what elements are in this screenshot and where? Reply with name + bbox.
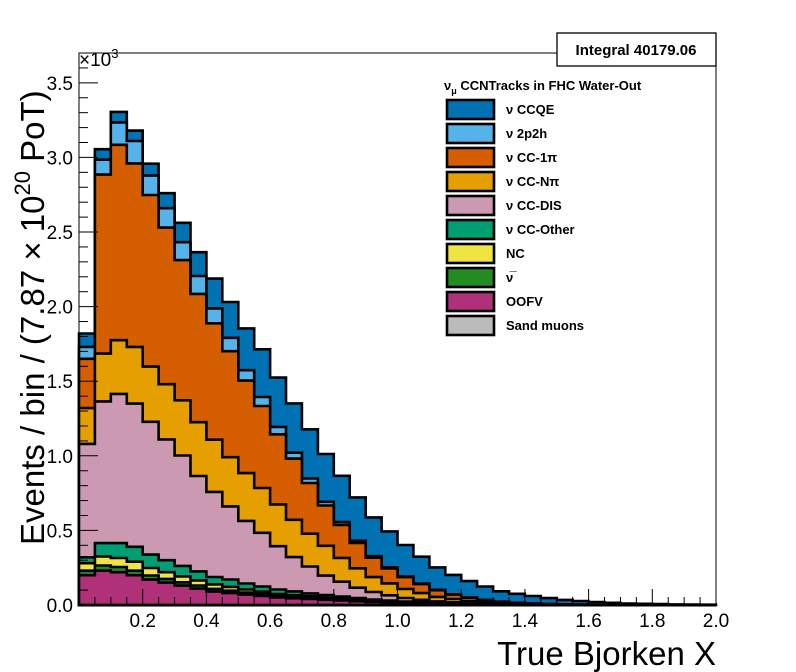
legend: νμ CCNTracks in FHC Water-Out ν CCQE ν 2p… <box>444 78 642 337</box>
y-tick-label: 2.5 <box>47 223 73 244</box>
legend-title: νμ CCNTracks in FHC Water-Out <box>444 78 642 96</box>
legend-title-sub: μ <box>451 86 457 96</box>
x-tick-label: 0.2 <box>129 611 155 632</box>
y-multiplier: ×103 <box>79 46 118 71</box>
y-tick-label: 0.0 <box>47 596 73 617</box>
histogram-layers <box>77 110 718 607</box>
legend-swatch <box>445 194 496 217</box>
y-multiplier-base: ×10 <box>79 50 111 71</box>
legend-label: ν CC-Other <box>506 222 575 237</box>
legend-label: ν̅ <box>506 270 517 285</box>
stats-box-frame <box>556 32 717 67</box>
legend-swatch <box>445 242 496 265</box>
y-tick-label: 1.0 <box>47 447 73 468</box>
stats-integral: Integral 40179.06 <box>576 42 697 59</box>
legend-label: Sand muons <box>506 318 584 333</box>
y-axis-title-main: Events / bin / (7.87 × 10 <box>14 196 51 545</box>
x-tick-label: 1.4 <box>512 611 539 632</box>
legend-label: ν CC-Nπ <box>506 174 559 189</box>
legend-swatch <box>445 218 496 241</box>
legend-swatch <box>445 314 496 337</box>
y-tick-label: 2.0 <box>47 298 73 319</box>
legend-label: NC <box>506 246 525 261</box>
y-tick-label: 3.0 <box>47 148 73 169</box>
stats-integral-label: Integral <box>576 42 630 59</box>
legend-label: OOFV <box>506 294 543 309</box>
legend-entries: ν CCQE ν 2p2h ν CC-1π ν CC-Nπ ν CC-DIS ν CC-O… <box>445 98 584 337</box>
x-axis-title: True Bjorken X <box>497 635 716 672</box>
x-tick-label: 1.8 <box>639 611 665 632</box>
legend-label: ν CC-DIS <box>506 198 562 213</box>
stats-integral-value: 40179.06 <box>634 42 697 59</box>
x-tick-label: 0.4 <box>193 611 220 632</box>
x-tick-label: 1.6 <box>575 611 601 632</box>
legend-swatch <box>445 266 496 289</box>
x-tick-label: 1.0 <box>384 611 410 632</box>
legend-swatch <box>445 98 496 121</box>
y-axis-title: Events / bin / (7.87 × 1020 PoT) <box>10 90 51 545</box>
axes: 0.2 0.4 0.6 0.8 1.0 1.2 1.4 1.6 1.8 2.0 0.0 0.5 1.0 1… <box>47 67 729 632</box>
x-tick-label: 1.2 <box>448 611 474 632</box>
y-axis-title-end: PoT) <box>14 90 51 171</box>
legend-swatch <box>445 146 496 169</box>
x-tick-label: 0.6 <box>257 611 283 632</box>
legend-swatch <box>445 290 496 313</box>
legend-swatch <box>445 122 496 145</box>
stats-box: Integral 40179.06 <box>556 32 717 67</box>
legend-swatch <box>445 170 496 193</box>
y-multiplier-exp: 3 <box>111 46 118 61</box>
legend-title-nu: ν <box>444 78 451 93</box>
legend-title-rest: CCNTracks in FHC Water-Out <box>457 78 642 93</box>
legend-label: ν CCQE <box>506 102 555 117</box>
x-tick-label: 2.0 <box>703 611 729 632</box>
legend-label: ν CC-1π <box>506 150 557 165</box>
x-tick-label: 0.8 <box>321 611 347 632</box>
y-tick-label: 3.5 <box>47 74 73 95</box>
y-tick-label: 1.5 <box>47 372 73 393</box>
legend-label: ν 2p2h <box>506 126 547 141</box>
y-axis-title-exp: 20 <box>10 171 35 195</box>
y-tick-label: 0.5 <box>47 521 73 542</box>
